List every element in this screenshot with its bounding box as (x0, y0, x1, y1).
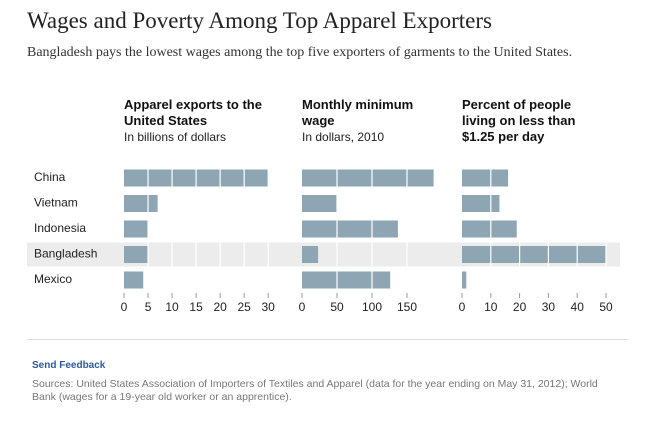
category-label: China (34, 170, 66, 184)
x-tick-label: 0 (299, 300, 306, 314)
x-tick-label: 10 (165, 300, 179, 314)
bar (462, 246, 606, 263)
category-label: Indonesia (34, 221, 86, 235)
x-tick-label: 15 (189, 300, 203, 314)
bar (124, 246, 149, 263)
x-tick-label: 50 (599, 300, 613, 314)
bar (124, 271, 144, 289)
panel-subtitle: In dollars, 2010 (302, 130, 385, 144)
panel-title: Apparel exports to the United States (124, 97, 262, 128)
panel-header: Percent of people living on less than $1… (462, 97, 607, 145)
title: Wages and Poverty Among Top Apparel Expo… (27, 8, 492, 33)
bar (462, 220, 517, 238)
category-label: Vietnam (34, 196, 78, 210)
x-tick-label: 25 (237, 300, 251, 314)
x-tick-label: 40 (571, 300, 585, 314)
subtitle: Bangladesh pays the lowest wages among t… (27, 45, 573, 60)
bar (124, 220, 149, 238)
bar (302, 271, 391, 289)
panel-subtitle: In billions of dollars (124, 130, 227, 144)
bar (462, 271, 467, 289)
bar (302, 195, 337, 212)
bar (302, 220, 398, 238)
x-tick-label: 20 (213, 300, 227, 314)
category-label: Bangladesh (34, 247, 97, 261)
x-tick-label: 30 (542, 300, 556, 314)
panel-header: Apparel exports to the United States In b… (124, 97, 269, 145)
x-tick-label: 50 (330, 300, 344, 314)
x-tick-label: 5 (145, 300, 152, 314)
panel-title: Percent of people living on less than $1… (462, 97, 576, 144)
bar (302, 169, 434, 187)
sources: Sources: United States Association of Im… (32, 378, 598, 403)
bar (302, 246, 319, 263)
x-tick-label: 150 (397, 300, 417, 314)
x-tick-label: 10 (484, 300, 498, 314)
x-tick-label: 20 (513, 300, 527, 314)
bar (124, 195, 158, 212)
panel-header: Monthly minimum wage In dollars, 2010 (302, 97, 447, 145)
category-label: Mexico (34, 272, 72, 286)
feedback-link[interactable]: Send Feedback (32, 360, 106, 371)
bar (462, 195, 500, 212)
x-tick-label: 0 (459, 300, 466, 314)
x-tick-label: 0 (121, 300, 128, 314)
panel-title: Monthly minimum wage (302, 97, 414, 128)
bar (462, 169, 509, 187)
x-tick-label: 30 (262, 300, 276, 314)
x-tick-label: 100 (362, 300, 382, 314)
